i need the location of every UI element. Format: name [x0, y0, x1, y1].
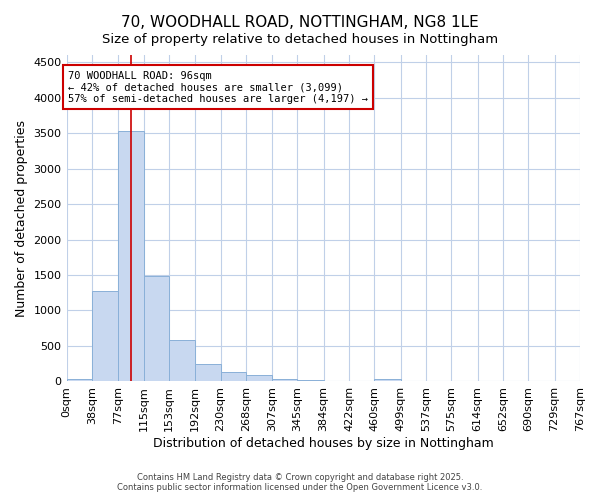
Text: Contains HM Land Registry data © Crown copyright and database right 2025.
Contai: Contains HM Land Registry data © Crown c… — [118, 473, 482, 492]
X-axis label: Distribution of detached houses by size in Nottingham: Distribution of detached houses by size … — [153, 437, 494, 450]
Bar — [298, 380, 323, 382]
Bar — [169, 340, 195, 382]
Bar — [67, 380, 92, 382]
Bar — [246, 376, 272, 382]
Bar — [221, 372, 246, 382]
Bar — [374, 378, 401, 382]
Text: 70 WOODHALL ROAD: 96sqm
← 42% of detached houses are smaller (3,099)
57% of semi: 70 WOODHALL ROAD: 96sqm ← 42% of detache… — [68, 70, 368, 104]
Bar — [195, 364, 221, 382]
Bar — [272, 380, 298, 382]
Bar — [92, 290, 118, 382]
Y-axis label: Number of detached properties: Number of detached properties — [15, 120, 28, 316]
Text: 70, WOODHALL ROAD, NOTTINGHAM, NG8 1LE: 70, WOODHALL ROAD, NOTTINGHAM, NG8 1LE — [121, 15, 479, 30]
Bar — [143, 276, 169, 382]
Bar — [118, 131, 143, 382]
Text: Size of property relative to detached houses in Nottingham: Size of property relative to detached ho… — [102, 32, 498, 46]
